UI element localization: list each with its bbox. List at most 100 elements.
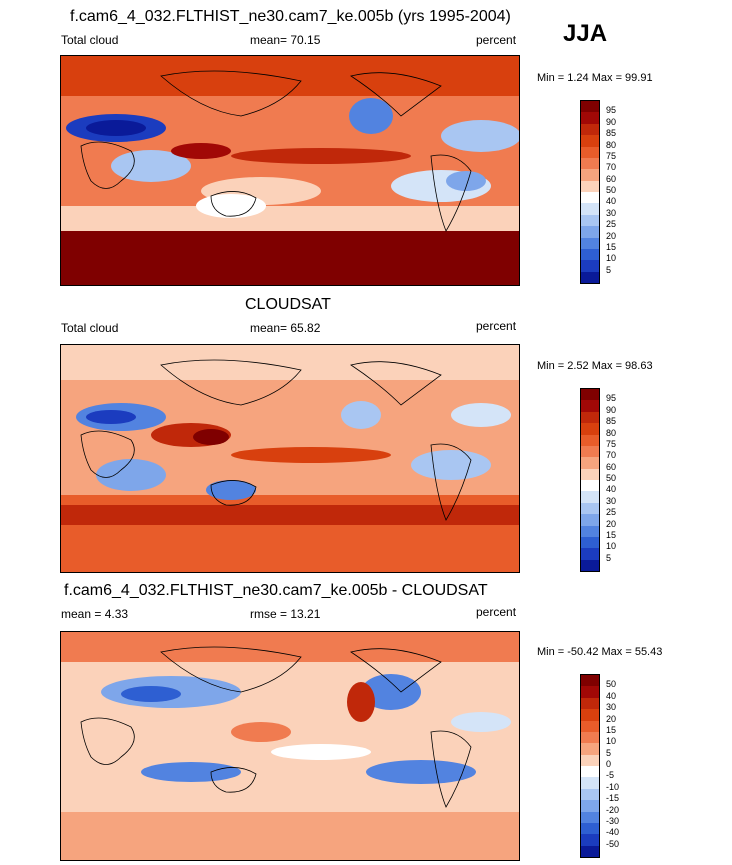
colorbar-tick-label: -40 — [606, 827, 620, 838]
colorbar-tick-label: 50 — [606, 473, 617, 483]
panel3-map — [60, 631, 520, 861]
colorbar-tick-label: 10 — [606, 253, 617, 264]
colorbar-tick-label: 15 — [606, 724, 617, 735]
colorbar-tick-label: 80 — [606, 427, 617, 438]
panel3-colorbar — [580, 674, 600, 858]
colorbar-swatch — [581, 720, 599, 732]
panel1-map — [60, 55, 520, 286]
colorbar-swatch — [581, 686, 599, 698]
colorbar-tick-label: 60 — [606, 173, 617, 184]
colorbar-swatch — [581, 675, 599, 687]
colorbar-swatch — [581, 502, 599, 515]
panel3-map-svg — [61, 632, 519, 860]
colorbar-tick-label: -15 — [606, 793, 620, 804]
colorbar-tick-label: 10 — [606, 541, 617, 552]
colorbar-swatch — [581, 548, 599, 560]
panel2-minmax: Min = 2.52 Max = 98.63 — [537, 360, 653, 372]
colorbar-tick-label: -50 — [606, 838, 620, 849]
colorbar-tick-label: 5 — [606, 747, 612, 758]
panel1-mean-label: mean= 70.15 — [250, 33, 321, 47]
colorbar-tick-label: 70 — [606, 450, 617, 461]
colorbar-tick-label: 40 — [606, 484, 617, 495]
panel1-map-svg — [61, 56, 519, 285]
colorbar-swatch — [581, 169, 599, 181]
colorbar-swatch — [581, 135, 599, 147]
colorbar-tick-label: 60 — [606, 461, 617, 472]
colorbar-swatch — [581, 457, 599, 469]
colorbar-tick-label: -10 — [606, 781, 620, 792]
colorbar-swatch — [581, 536, 599, 549]
panel3-title: f.cam6_4_032.FLTHIST_ne30.cam7_ke.005b -… — [64, 582, 488, 599]
colorbar-swatch — [581, 468, 599, 480]
colorbar-swatch — [581, 709, 599, 721]
colorbar-swatch — [581, 411, 599, 424]
colorbar-tick-label: -30 — [606, 815, 620, 826]
panel1-colorbar — [580, 100, 600, 284]
colorbar-tick-label: 40 — [606, 690, 617, 701]
colorbar-swatch — [581, 822, 599, 835]
colorbar-swatch — [581, 777, 599, 789]
colorbar-swatch — [581, 146, 599, 158]
panel1-title: f.cam6_4_032.FLTHIST_ne30.cam7_ke.005b (… — [70, 8, 511, 25]
colorbar-swatch — [581, 157, 599, 170]
panel2-variable-label: Total cloud — [61, 321, 119, 335]
colorbar-swatch — [581, 203, 599, 215]
colorbar-tick-label: 15 — [606, 241, 617, 252]
panel3-mean-label: mean = 4.33 — [61, 607, 129, 621]
colorbar-swatch — [581, 834, 599, 846]
panel3-minmax: Min = -50.42 Max = 55.43 — [537, 646, 663, 658]
colorbar-swatch — [581, 811, 599, 823]
colorbar-tick-label: 75 — [606, 438, 617, 449]
panel1-units-label: percent — [476, 33, 517, 47]
colorbar-tick-label: 10 — [606, 736, 617, 747]
colorbar-tick-label: 50 — [606, 679, 617, 690]
season-label: JJA — [563, 20, 608, 47]
colorbar-swatch — [581, 788, 599, 801]
colorbar-swatch — [581, 180, 599, 192]
colorbar-swatch — [581, 480, 599, 492]
colorbar-swatch — [581, 445, 599, 458]
colorbar-swatch — [581, 271, 599, 283]
colorbar-swatch — [581, 514, 599, 526]
colorbar-tick-label: 25 — [606, 219, 617, 230]
colorbar-swatch — [581, 754, 599, 766]
colorbar-tick-label: 75 — [606, 150, 617, 161]
colorbar-swatch — [581, 697, 599, 710]
colorbar-swatch — [581, 559, 599, 571]
colorbar-tick-label: 20 — [606, 518, 617, 529]
colorbar-tick-label: 90 — [606, 116, 617, 127]
colorbar-swatch — [581, 237, 599, 249]
colorbar-swatch — [581, 123, 599, 136]
colorbar-swatch — [581, 525, 599, 537]
panel3-units-label: percent — [476, 605, 517, 619]
colorbar-swatch — [581, 845, 599, 857]
colorbar-swatch — [581, 743, 599, 755]
colorbar-tick-label: 15 — [606, 529, 617, 540]
panel1-variable-label: Total cloud — [61, 33, 119, 47]
colorbar-tick-label: -20 — [606, 804, 620, 815]
colorbar-swatch — [581, 192, 599, 204]
panel2-map — [60, 344, 520, 573]
panel1-minmax: Min = 1.24 Max = 99.91 — [537, 72, 653, 84]
colorbar-swatch — [581, 400, 599, 412]
colorbar-swatch — [581, 214, 599, 227]
colorbar-swatch — [581, 248, 599, 261]
colorbar-tick-label: 5 — [606, 552, 612, 563]
colorbar-tick-label: 90 — [606, 404, 617, 415]
colorbar-tick-label: 30 — [606, 207, 617, 218]
colorbar-swatch — [581, 423, 599, 435]
colorbar-tick-label: 30 — [606, 495, 617, 506]
panel2-mean-label: mean= 65.82 — [250, 321, 321, 335]
colorbar-swatch — [581, 491, 599, 503]
colorbar-tick-label: -5 — [606, 770, 615, 781]
panel2-title: CLOUDSAT — [245, 296, 331, 313]
colorbar-swatch — [581, 260, 599, 272]
panel3-rmse-label: rmse = 13.21 — [250, 607, 321, 621]
colorbar-tick-label: 85 — [606, 416, 617, 427]
colorbar-tick-label: 30 — [606, 702, 617, 713]
colorbar-tick-label: 85 — [606, 128, 617, 139]
colorbar-tick-label: 20 — [606, 713, 617, 724]
colorbar-tick-label: 40 — [606, 196, 617, 207]
colorbar-swatch — [581, 731, 599, 744]
colorbar-swatch — [581, 434, 599, 446]
